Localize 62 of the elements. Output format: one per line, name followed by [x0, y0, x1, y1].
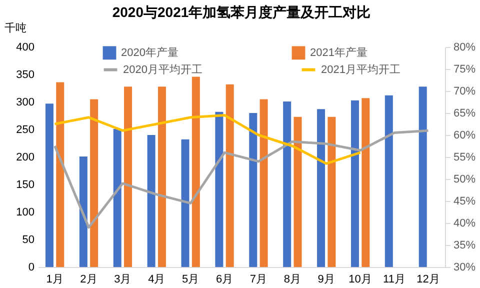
- chart-title: 2020与2021年加氢苯月度产量及开工对比: [112, 4, 371, 20]
- x-tick-label: 3月: [114, 274, 132, 286]
- x-tick-label: 5月: [182, 274, 200, 286]
- x-tick-label: 6月: [216, 274, 234, 286]
- bar: [124, 86, 132, 267]
- bar: [45, 104, 54, 267]
- bar: [384, 95, 393, 267]
- bar: [181, 139, 190, 267]
- y-tick-label: 50: [22, 234, 34, 246]
- legend-label: 2020月平均开工: [123, 64, 202, 76]
- y-tick-label: 200: [16, 152, 34, 164]
- bar: [328, 116, 336, 267]
- y2-tick-label: 55%: [454, 152, 476, 164]
- x-tick-label: 4月: [148, 274, 166, 286]
- bar: [147, 135, 156, 267]
- line-series: [54, 114, 362, 165]
- bar: [362, 98, 370, 267]
- bar: [317, 109, 326, 267]
- x-tick-label: 7月: [250, 274, 268, 286]
- bar: [226, 84, 234, 267]
- legend-label: 2021年产量: [310, 46, 368, 59]
- y2-tick-label: 35%: [454, 240, 476, 252]
- bar: [79, 156, 88, 267]
- x-tick-label: 11月: [383, 274, 406, 286]
- bar: [350, 100, 359, 267]
- bar: [283, 101, 292, 267]
- x-tick-label: 1月: [46, 274, 64, 286]
- x-tick-label: 10月: [348, 274, 372, 286]
- y2-tick-label: 50%: [454, 174, 476, 186]
- y2-tick-label: 80%: [454, 42, 476, 54]
- bar: [113, 128, 122, 267]
- bar: [56, 82, 64, 267]
- bar: [260, 99, 268, 267]
- bar: [192, 76, 200, 267]
- y-axis-title: 千吨: [4, 22, 26, 34]
- y2-tick-label: 60%: [454, 130, 476, 142]
- bar: [294, 116, 302, 267]
- bar: [418, 86, 427, 267]
- y-tick-label: 400: [16, 42, 34, 54]
- y2-tick-label: 30%: [454, 262, 476, 274]
- y-tick-label: 300: [16, 96, 34, 108]
- y2-tick-label: 70%: [454, 86, 476, 98]
- line-series: [54, 129, 430, 229]
- y2-tick-label: 65%: [454, 108, 476, 120]
- x-tick-label: 12月: [416, 274, 440, 286]
- legend-label: 2021月平均开工: [321, 64, 400, 76]
- y2-tick-label: 45%: [454, 196, 476, 208]
- bar: [215, 112, 224, 267]
- bar: [158, 86, 166, 267]
- y2-tick-label: 75%: [454, 64, 476, 76]
- y-tick-label: 0: [28, 262, 34, 274]
- y-tick-label: 100: [16, 206, 34, 218]
- y-tick-label: 150: [16, 179, 34, 191]
- y-tick-label: 250: [16, 124, 34, 136]
- y-tick-label: 350: [16, 69, 34, 81]
- x-tick-label: 9月: [318, 274, 335, 286]
- legend-label: 2020年产量: [121, 46, 178, 59]
- y2-tick-label: 40%: [454, 218, 476, 230]
- x-tick-label: 8月: [284, 274, 301, 286]
- x-tick-label: 2月: [80, 274, 98, 286]
- bar: [249, 113, 258, 267]
- bar: [90, 99, 98, 267]
